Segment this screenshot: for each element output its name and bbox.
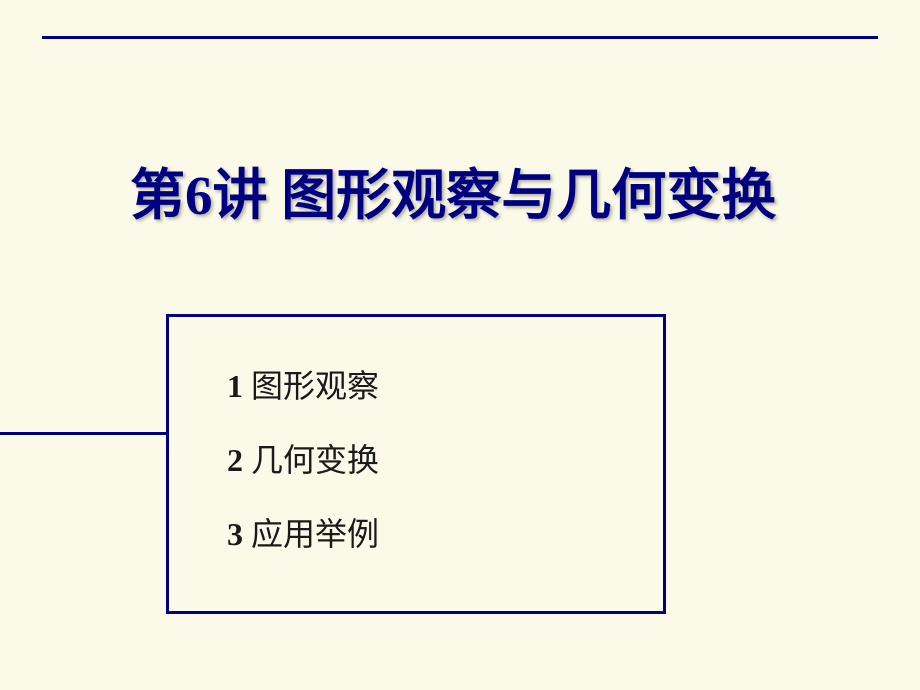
title-number: 6	[185, 165, 213, 226]
title-container: 第6讲 图形观察与几何变换	[130, 150, 890, 230]
item-number: 2	[227, 442, 243, 478]
list-item: 2 几何变换	[227, 435, 663, 481]
item-number: 1	[227, 368, 243, 404]
left-divider	[0, 432, 168, 435]
item-label: 图形观察	[251, 368, 379, 404]
list-item: 3 应用举例	[227, 509, 663, 555]
item-label: 几何变换	[251, 442, 379, 478]
list-item: 1 图形观察	[227, 361, 663, 407]
content-box: 1 图形观察 2 几何变换 3 应用举例	[166, 314, 666, 614]
item-label: 应用举例	[251, 516, 379, 552]
title-prefix: 第	[130, 165, 185, 226]
item-number: 3	[227, 516, 243, 552]
slide-title: 第6讲 图形观察与几何变换	[130, 150, 890, 230]
top-divider	[42, 36, 878, 39]
title-suffix: 讲 图形观察与几何变换	[213, 165, 777, 226]
